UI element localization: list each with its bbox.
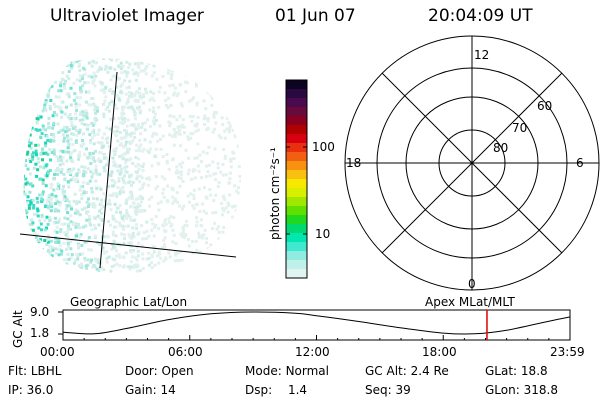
seq-field: Seq: 39 xyxy=(365,383,411,397)
colorbar-cell xyxy=(286,134,307,144)
filter-value: LBHL xyxy=(30,364,62,378)
mlt-label-12: 12 xyxy=(474,48,490,62)
glat-field: GLat: 18.8 xyxy=(485,364,548,378)
lat-label-60: 60 xyxy=(537,99,553,113)
colorbar-cell xyxy=(286,152,307,162)
colorbar-cell xyxy=(286,197,307,207)
gain-field: Gain: 14 xyxy=(125,383,176,397)
colorbar-cell xyxy=(286,161,307,171)
glon-label: GLon: xyxy=(485,383,520,397)
gc-alt-field: GC Alt: 2.4 Re xyxy=(365,364,449,378)
colorbar-cell xyxy=(286,215,307,225)
door-field: Door: Open xyxy=(125,364,194,378)
mlt-label-6: 6 xyxy=(576,156,584,170)
colorbar-cell xyxy=(286,179,307,189)
orbit-ytick-max: 9.0 xyxy=(30,305,50,319)
lat-label-70: 70 xyxy=(512,121,528,135)
colorbar-cell xyxy=(286,188,307,198)
meridian-line xyxy=(99,71,118,269)
colorbar-cell xyxy=(286,170,307,180)
instrument-title: Ultraviolet Imager xyxy=(50,6,204,26)
colorbar-cell xyxy=(286,80,307,90)
gc-alt-label: GC Alt: xyxy=(365,364,407,378)
mode-value: Normal xyxy=(285,364,329,378)
orbit-ytick-min: 1.8 xyxy=(30,326,50,340)
gain-label: Gain: xyxy=(125,383,157,397)
colorbar-frame xyxy=(285,79,308,279)
gain-value: 14 xyxy=(160,383,176,397)
glon-value: 318.8 xyxy=(523,383,558,397)
mlt-label-0: 0 xyxy=(468,277,476,291)
mode-label: Mode: xyxy=(245,364,282,378)
colorbar-cell xyxy=(286,242,307,252)
colorbar-cell xyxy=(286,233,307,243)
orbit-xtick-1200: 12:00 xyxy=(295,345,330,359)
glat-label: GLat: xyxy=(485,364,518,378)
orbit-xtick-2359: 23:59 xyxy=(550,345,585,359)
dsp-field: Dsp: 1.4 xyxy=(245,383,307,397)
colorbar-cell xyxy=(286,224,307,234)
door-value: Open xyxy=(161,364,194,378)
colorbar-cell xyxy=(286,260,307,270)
gc-alt-value: 2.4 Re xyxy=(410,364,449,378)
filter-label: Flt: xyxy=(8,364,27,378)
colorbar-tick-10: 10 xyxy=(315,227,331,241)
ip-label: IP: xyxy=(8,383,23,397)
date-label: 01 Jun 07 xyxy=(275,6,356,26)
filter-field: Flt: LBHL xyxy=(8,364,61,378)
colorbar-tick-100: 100 xyxy=(312,140,335,154)
latitude-line xyxy=(19,233,237,258)
colorbar-cell xyxy=(286,107,307,117)
seq-label: Seq: xyxy=(365,383,392,397)
apex-coord-title: Apex MLat/MLT xyxy=(425,295,515,309)
dsp-label: Dsp: xyxy=(245,383,273,397)
colorbar-cell xyxy=(286,125,307,135)
colorbar-cell xyxy=(286,98,307,108)
glon-field: GLon: 318.8 xyxy=(485,383,558,397)
colorbar-cell xyxy=(286,269,307,279)
mode-field: Mode: Normal xyxy=(245,364,329,378)
time-label: 20:04:09 UT xyxy=(428,6,533,26)
colorbar-cell xyxy=(286,143,307,153)
mlt-label-18: 18 xyxy=(346,156,362,170)
seq-value: 39 xyxy=(395,383,411,397)
colorbar-cell xyxy=(286,89,307,99)
lat-label-80: 80 xyxy=(493,141,509,155)
geographic-coord-title: Geographic Lat/Lon xyxy=(70,295,188,309)
colorbar-cell xyxy=(286,116,307,126)
door-label: Door: xyxy=(125,364,158,378)
colorbar-cell xyxy=(286,251,307,261)
glat-value: 18.8 xyxy=(520,364,548,378)
orbit-xtick-0600: 06:00 xyxy=(168,345,203,359)
dsp-value: 1.4 xyxy=(287,383,308,397)
ip-value: 36.0 xyxy=(26,383,54,397)
orbit-altitude-series xyxy=(62,311,571,335)
orbit-xtick-1800: 18:00 xyxy=(422,345,457,359)
orbit-xtick-0000: 00:00 xyxy=(40,345,75,359)
colorbar-cell xyxy=(286,206,307,216)
ip-field: IP: 36.0 xyxy=(8,383,53,397)
